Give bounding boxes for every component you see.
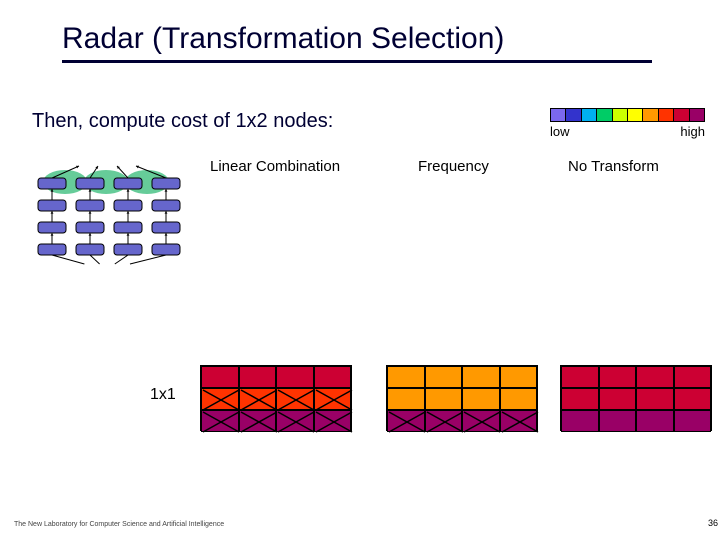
legend-swatch — [643, 109, 658, 121]
chart-row — [561, 366, 711, 388]
legend-swatch — [582, 109, 597, 121]
chart-cell — [276, 410, 314, 432]
chart-cell — [599, 366, 637, 388]
chart-cell — [276, 388, 314, 410]
chart-row — [201, 366, 351, 388]
chart-row — [201, 410, 351, 432]
chart-cell — [636, 388, 674, 410]
legend-swatch — [690, 109, 704, 121]
color-legend: low high — [550, 108, 705, 139]
row-1x1-label: 1x1 — [150, 386, 176, 404]
chart-cell — [314, 388, 352, 410]
node-tree-diagram — [30, 160, 182, 268]
chart-cell — [636, 366, 674, 388]
chart-cell — [314, 410, 352, 432]
chart-cell — [387, 366, 425, 388]
chart-row — [387, 388, 537, 410]
chart-cell — [239, 410, 277, 432]
legend-swatch — [566, 109, 581, 121]
chart-row — [561, 410, 711, 432]
legend-labels: low high — [550, 124, 705, 139]
x-mark-icon — [315, 411, 353, 433]
x-mark-icon — [501, 411, 539, 433]
chart-frequency — [386, 365, 538, 431]
chart-cell — [201, 388, 239, 410]
x-mark-icon — [202, 411, 240, 433]
x-mark-icon — [240, 411, 278, 433]
x-mark-icon — [315, 389, 353, 411]
chart-cell — [674, 366, 712, 388]
chart-cell — [561, 410, 599, 432]
x-mark-icon — [277, 389, 315, 411]
chart-cell — [425, 388, 463, 410]
chart-cell — [425, 366, 463, 388]
x-mark-icon — [202, 389, 240, 411]
column-header-notransform: No Transform — [568, 158, 659, 175]
column-header-frequency: Frequency — [418, 158, 489, 175]
chart-cell — [500, 366, 538, 388]
chart-cell — [674, 410, 712, 432]
chart-cell — [239, 388, 277, 410]
chart-row — [561, 388, 711, 410]
chart-cell — [500, 410, 538, 432]
legend-swatch — [597, 109, 612, 121]
column-header-linear: Linear Combination — [210, 158, 340, 175]
legend-bar — [550, 108, 705, 122]
chart-cell — [500, 388, 538, 410]
chart-cell — [462, 388, 500, 410]
x-mark-icon — [426, 411, 464, 433]
slide-title: Radar (Transformation Selection) — [62, 22, 652, 63]
chart-cell — [425, 410, 463, 432]
chart-cell — [276, 366, 314, 388]
legend-swatch — [659, 109, 674, 121]
legend-high-label: high — [680, 124, 705, 139]
chart-cell — [387, 388, 425, 410]
slide-subtitle: Then, compute cost of 1x2 nodes: — [32, 110, 333, 133]
chart-cell — [561, 366, 599, 388]
chart-row — [201, 388, 351, 410]
chart-cell — [636, 410, 674, 432]
chart-cell — [239, 366, 277, 388]
chart-linear-combination — [200, 365, 352, 431]
chart-cell — [674, 388, 712, 410]
chart-cell — [599, 388, 637, 410]
chart-no-transform — [560, 365, 712, 431]
chart-cell — [462, 366, 500, 388]
chart-cell — [201, 366, 239, 388]
x-mark-icon — [463, 411, 501, 433]
chart-cell — [462, 410, 500, 432]
chart-cell — [201, 410, 239, 432]
chart-row — [387, 410, 537, 432]
legend-swatch — [674, 109, 689, 121]
legend-low-label: low — [550, 124, 570, 139]
x-mark-icon — [388, 411, 426, 433]
legend-swatch — [628, 109, 643, 121]
legend-swatch — [551, 109, 566, 121]
chart-cell — [599, 410, 637, 432]
x-mark-icon — [277, 411, 315, 433]
legend-swatch — [613, 109, 628, 121]
chart-cell — [561, 388, 599, 410]
footer-text: The New Laboratory for Computer Science … — [14, 521, 224, 528]
page-number: 36 — [708, 518, 718, 528]
x-mark-icon — [240, 389, 278, 411]
chart-cell — [314, 366, 352, 388]
chart-row — [387, 366, 537, 388]
chart-cell — [387, 410, 425, 432]
